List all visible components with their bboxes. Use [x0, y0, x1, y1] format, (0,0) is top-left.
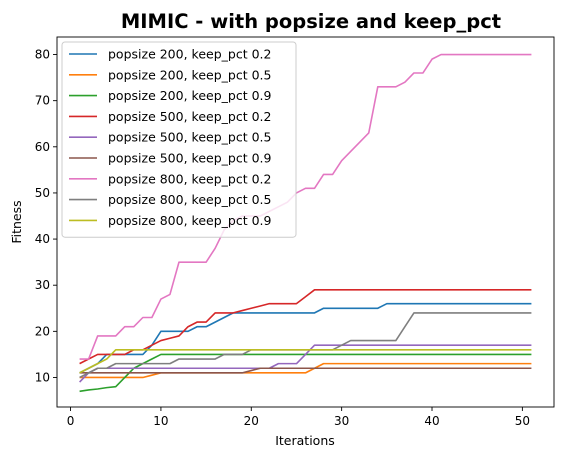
legend-label-9: popsize 800, keep_pct 0.9: [108, 213, 271, 228]
y-tick-label: 60: [35, 140, 50, 154]
legend-box: [61, 41, 297, 238]
legend-label-5: popsize 500, keep_pct 0.5: [108, 130, 271, 145]
series-line-9: [79, 348, 532, 374]
series-line-7: [79, 53, 532, 360]
y-tick-label: 80: [35, 48, 50, 62]
legend-label-7: popsize 800, keep_pct 0.2: [108, 171, 271, 186]
series-line-1: [79, 302, 532, 374]
legend-label-2: popsize 200, keep_pct 0.5: [108, 67, 271, 82]
x-tick-label: 30: [334, 414, 349, 428]
series-line-4: [79, 289, 532, 365]
series-line-5: [79, 344, 532, 383]
ticks-layer: 0 10 20 30 40 50 10 20 30 40 50 60 70 80: [35, 48, 530, 428]
y-tick-label: 50: [35, 186, 50, 200]
x-tick-label: 40: [424, 414, 439, 428]
x-tick-label: 50: [515, 414, 530, 428]
y-tick-label: 40: [35, 232, 50, 246]
legend-label-1: popsize 200, keep_pct 0.2: [108, 47, 271, 62]
legend-label-6: popsize 500, keep_pct 0.9: [108, 151, 271, 166]
y-tick-label: 70: [35, 94, 50, 108]
legend-label-4: popsize 500, keep_pct 0.2: [108, 109, 271, 124]
plot-frame: [56, 36, 555, 408]
x-tick-label: 0: [67, 414, 75, 428]
chart-title: MIMIC - with popsize and keep_pct: [121, 10, 501, 33]
y-tick-label: 10: [35, 370, 50, 384]
legend-label-8: popsize 800, keep_pct 0.5: [108, 192, 271, 207]
y-axis-label: Fitness: [9, 200, 24, 243]
legend: popsize 200, keep_pct 0.2 popsize 200, ke…: [61, 41, 297, 238]
series-line-6: [79, 367, 532, 374]
y-tick-label: 20: [35, 324, 50, 338]
x-axis-label: Iterations: [275, 433, 335, 448]
x-tick-label: 10: [153, 414, 168, 428]
series-line-2: [79, 362, 532, 379]
y-tick-label: 30: [35, 278, 50, 292]
x-tick-label: 20: [244, 414, 259, 428]
legend-label-3: popsize 200, keep_pct 0.9: [108, 88, 271, 103]
series-layer: [79, 53, 532, 393]
